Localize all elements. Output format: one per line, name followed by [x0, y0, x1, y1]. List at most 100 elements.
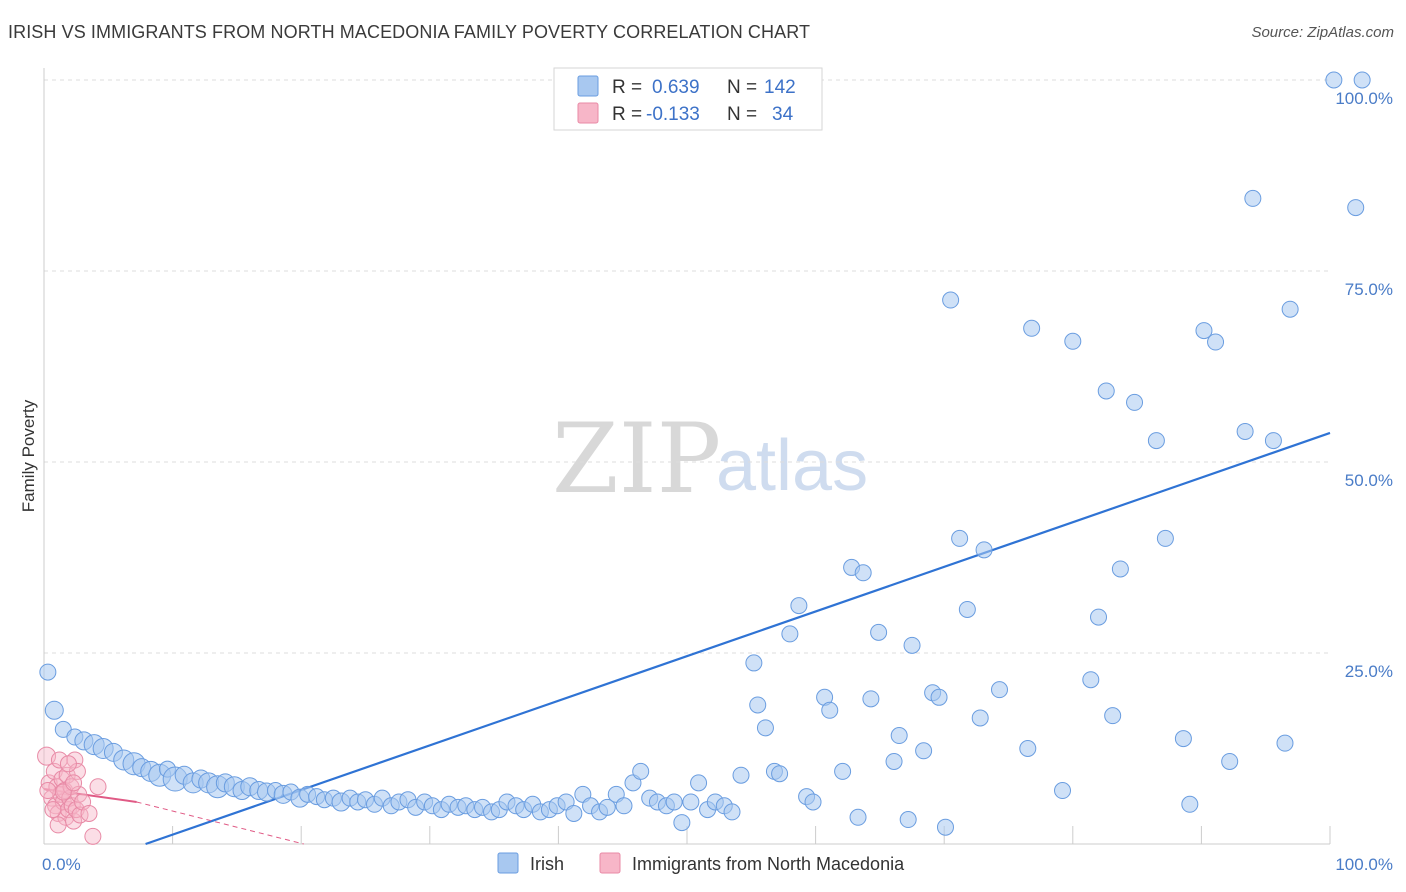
irish-point-131 — [1236, 422, 1254, 440]
irish-point-98 — [862, 690, 880, 708]
macedonia-point-26 — [49, 816, 67, 834]
legend-n-value-macedonia: 34 — [772, 104, 794, 125]
y-tick-label-1: 50.0% — [1345, 471, 1393, 490]
macedonia-point-23 — [71, 806, 89, 824]
bottom-legend-irish: Irish — [530, 854, 564, 874]
irish-point-125 — [1156, 529, 1174, 547]
bottom-legend-swatch-irish — [497, 852, 519, 874]
irish-point-70 — [632, 762, 650, 780]
irish-point-68 — [615, 797, 633, 815]
irish-point-130 — [1221, 752, 1239, 770]
irish-point-107 — [936, 818, 954, 836]
irish-point-1 — [44, 700, 64, 720]
irish-point-109 — [951, 529, 969, 547]
irish-point-129 — [1207, 333, 1225, 351]
macedonia-point-24 — [39, 782, 57, 800]
legend-n-label-irish: N = — [727, 77, 757, 98]
legend-r-value-macedonia: -0.133 — [646, 104, 700, 125]
irish-point-0 — [39, 663, 57, 681]
watermark-atlas: atlas — [716, 426, 868, 506]
irish-point-91 — [804, 793, 822, 811]
irish-point-74 — [665, 793, 683, 811]
irish-point-115 — [1019, 740, 1037, 757]
irish-point-89 — [790, 597, 808, 615]
irish-point-138 — [1353, 71, 1371, 89]
legend-r-label-macedonia: R = — [612, 104, 642, 125]
macedonia-points — [37, 746, 107, 845]
trend-lines — [43, 431, 1331, 846]
irish-point-97 — [854, 564, 872, 582]
watermark-zip: ZIP — [552, 403, 721, 515]
chart-title: IRISH VS IMMIGRANTS FROM NORTH MACEDONIA… — [8, 22, 811, 42]
legend-box — [553, 67, 823, 131]
irish-point-83 — [745, 654, 763, 672]
irish-point-75 — [673, 814, 691, 832]
irish-point-102 — [899, 811, 917, 829]
macedonia-point-33 — [89, 778, 107, 796]
irish-point-85 — [756, 719, 774, 737]
y-tick-label-2: 75.0% — [1345, 280, 1393, 299]
y-tick-label-3: 100.0% — [1335, 89, 1393, 108]
irish-point-134 — [1276, 734, 1294, 752]
bottom-legend-swatch-macedonia — [599, 852, 621, 874]
x-tick-labels: 0.0% 100.0% — [42, 855, 1393, 874]
irish-point-132 — [1244, 189, 1262, 207]
y-tick-labels: 25.0% 50.0% 75.0% 100.0% — [1335, 89, 1393, 681]
irish-point-121 — [1104, 707, 1122, 725]
irish-point-110 — [958, 600, 976, 618]
irish-point-128 — [1195, 322, 1213, 340]
macedonia-trend-extension — [136, 801, 304, 845]
irish-point-82 — [732, 766, 750, 784]
macedonia-point-31 — [80, 804, 98, 822]
legend-n-value-irish: 142 — [764, 77, 796, 98]
irish-point-88 — [781, 625, 799, 643]
macedonia-point-29 — [65, 774, 83, 792]
irish-point-118 — [1082, 671, 1100, 689]
irish-point-116 — [1054, 782, 1072, 800]
y-tick-label-0: 25.0% — [1345, 662, 1393, 681]
irish-point-106 — [930, 688, 948, 706]
irish-point-137 — [1347, 199, 1365, 217]
legend-r-value-irish: 0.639 — [652, 77, 700, 98]
irish-point-136 — [1325, 71, 1343, 89]
legend-swatch-macedonia — [577, 102, 599, 124]
irish-point-100 — [885, 752, 903, 770]
grid — [44, 79, 1330, 654]
irish-point-101 — [890, 727, 908, 745]
x-tick-label-1: 100.0% — [1335, 855, 1393, 874]
irish-point-93 — [821, 701, 839, 719]
macedonia-point-32 — [84, 827, 102, 845]
irish-point-108 — [942, 291, 960, 309]
irish-point-77 — [690, 774, 708, 792]
irish-point-127 — [1181, 795, 1199, 813]
irish-point-117 — [1064, 332, 1082, 350]
irish-point-62 — [565, 804, 583, 822]
irish-point-122 — [1111, 560, 1129, 578]
irish-point-124 — [1147, 432, 1165, 450]
irish-point-94 — [834, 762, 852, 780]
irish-point-135 — [1281, 300, 1299, 318]
y-axis-label: Family Poverty — [19, 399, 38, 512]
irish-point-66 — [598, 798, 616, 816]
irish-point-126 — [1174, 730, 1192, 748]
irish-point-114 — [1023, 319, 1041, 337]
irish-point-96 — [849, 808, 867, 826]
irish-points — [39, 71, 1371, 836]
irish-point-76 — [682, 793, 700, 811]
bottom-legend: Irish Immigrants from North Macedonia — [497, 852, 905, 874]
irish-point-123 — [1126, 393, 1144, 411]
legend: R = 0.639 N = 142 R = -0.133 N = 34 — [553, 67, 823, 131]
macedonia-point-25 — [44, 801, 62, 819]
irish-point-112 — [975, 541, 993, 559]
macedonia-trend-line — [43, 788, 137, 803]
source-label: Source: ZipAtlas.com — [1251, 24, 1394, 41]
irish-trend-line — [145, 431, 1331, 846]
legend-swatch-irish — [577, 75, 599, 97]
irish-point-84 — [749, 696, 767, 714]
irish-point-99 — [870, 623, 888, 641]
legend-r-label-irish: R = — [612, 77, 642, 98]
legend-n-label-macedonia: N = — [727, 104, 757, 125]
irish-point-103 — [903, 636, 921, 654]
macedonia-point-7 — [50, 751, 68, 769]
